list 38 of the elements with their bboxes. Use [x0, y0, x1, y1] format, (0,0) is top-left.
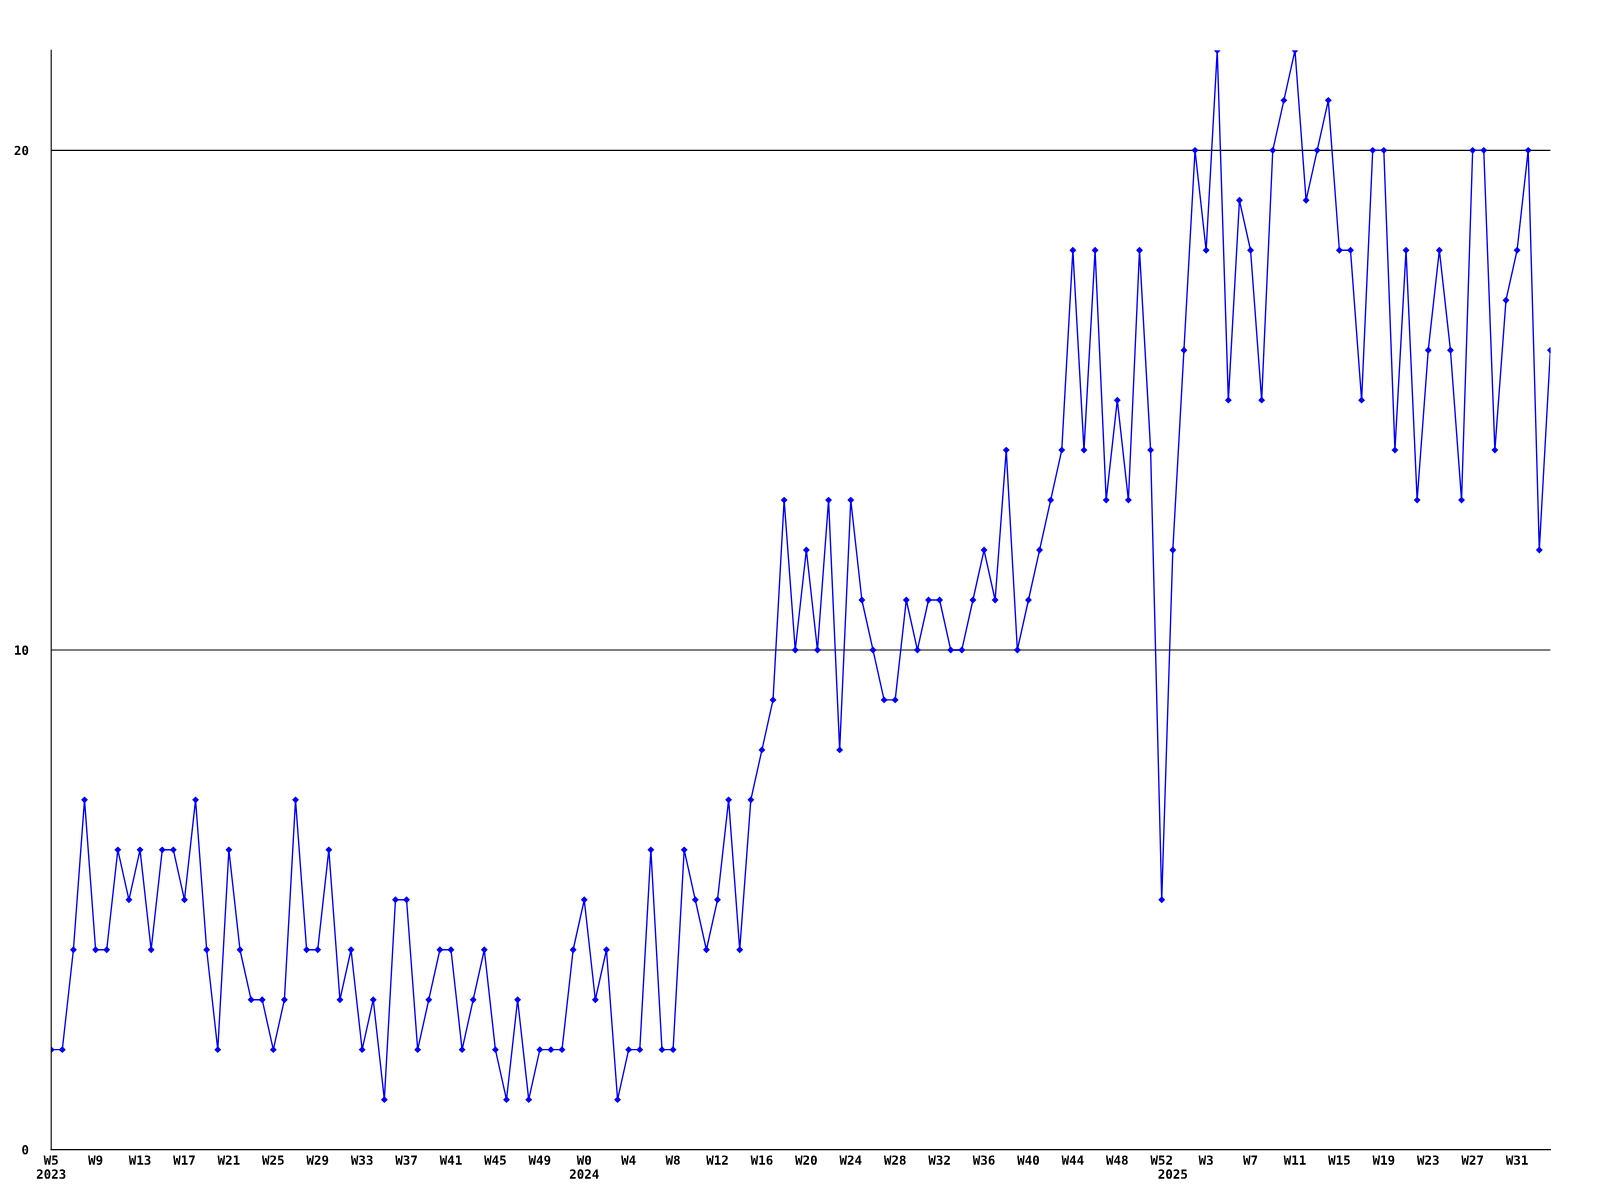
x-tick-label: W45	[484, 1155, 506, 1165]
y-tick-label: 0	[22, 1145, 29, 1155]
x-tick-label: W33	[350, 1155, 373, 1165]
x-tick-label: W29	[306, 1155, 329, 1165]
x-tick-label: W13	[128, 1155, 151, 1165]
x-tick-label: W44	[1061, 1155, 1084, 1165]
x-tick-label: W12	[706, 1155, 728, 1165]
x-tick-label: W32	[928, 1155, 950, 1165]
x-tick-label: W49	[528, 1155, 551, 1165]
x-tick-label: W40	[1017, 1155, 1039, 1165]
x-tick-label: W3	[1198, 1155, 1213, 1165]
x-tick-label: W7	[1243, 1155, 1258, 1165]
x-tick-label: W48	[1106, 1155, 1128, 1165]
x-tick-label: W9	[88, 1155, 103, 1165]
x-tick-label: W15	[1328, 1155, 1350, 1165]
x-tick-label: W24	[839, 1155, 862, 1165]
x-tick-label: W52	[1150, 1155, 1172, 1165]
x-tick-label: W36	[972, 1155, 995, 1165]
x-tick-label: W23	[1416, 1155, 1439, 1165]
x-tick-label: W11	[1283, 1155, 1306, 1165]
x-tick-label: W31	[1505, 1155, 1528, 1165]
x-tick-label: W0 2024	[569, 1155, 599, 1179]
x-tick-label: W20	[795, 1155, 817, 1165]
x-tick-label: W19	[1372, 1155, 1395, 1165]
x-tick-label: W5 2023	[36, 1155, 66, 1179]
x-tick-label: W21	[217, 1155, 240, 1165]
x-tick-label: W37	[395, 1155, 417, 1165]
x-tick-label: W17	[173, 1155, 195, 1165]
x-tick-label: W27	[1461, 1155, 1484, 1165]
x-tick-label: W25	[262, 1155, 284, 1165]
x-tick-label: W8	[665, 1155, 680, 1165]
x-tick-label: W28	[883, 1155, 906, 1165]
x-tick-label: W16	[750, 1155, 773, 1165]
y-tick-label: 20	[14, 145, 29, 156]
x-tick-label: W4	[621, 1155, 636, 1165]
x-tick-label: W41	[439, 1155, 462, 1165]
x-tick-label: 2025	[1158, 1169, 1188, 1179]
y-tick-label: 10	[15, 645, 29, 655]
